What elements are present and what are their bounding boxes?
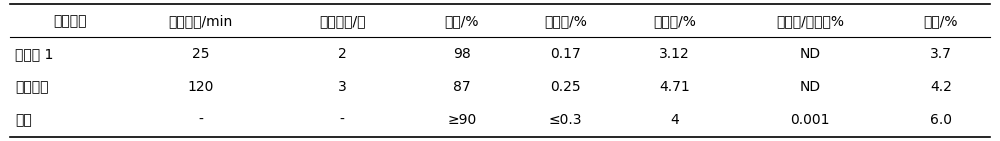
Text: 标准: 标准 <box>15 113 32 127</box>
Text: 实施例 1: 实施例 1 <box>15 47 53 61</box>
Text: 120: 120 <box>187 80 214 94</box>
Text: 87: 87 <box>453 80 471 94</box>
Text: 浸提方式: 浸提方式 <box>53 14 87 28</box>
Text: ≥90: ≥90 <box>447 113 477 127</box>
Text: 浸提时间/min: 浸提时间/min <box>168 14 233 28</box>
Text: 常规高温: 常规高温 <box>15 80 48 94</box>
Text: 3.12: 3.12 <box>659 47 690 61</box>
Text: 6.0: 6.0 <box>930 113 952 127</box>
Text: -: - <box>340 113 345 127</box>
Text: 总灰分/%: 总灰分/% <box>544 14 587 28</box>
Text: 98: 98 <box>453 47 471 61</box>
Text: 4.2: 4.2 <box>930 80 952 94</box>
Text: 4.71: 4.71 <box>659 80 690 94</box>
Text: 纯度/%: 纯度/% <box>445 14 479 28</box>
Text: 0.25: 0.25 <box>550 80 581 94</box>
Text: ≤0.3: ≤0.3 <box>549 113 582 127</box>
Text: ND: ND <box>800 47 821 61</box>
Text: 2: 2 <box>338 47 346 61</box>
Text: 3.7: 3.7 <box>930 47 952 61</box>
Text: 3: 3 <box>338 80 346 94</box>
Text: 浸提次数/次: 浸提次数/次 <box>319 14 365 28</box>
Text: -: - <box>198 113 203 127</box>
Text: 0.001: 0.001 <box>791 113 830 127</box>
Text: ND: ND <box>800 80 821 94</box>
Text: 重金属/以铅计%: 重金属/以铅计% <box>776 14 844 28</box>
Text: 25: 25 <box>192 47 209 61</box>
Text: 水分/%: 水分/% <box>924 14 958 28</box>
Text: 咖啡碱/%: 咖啡碱/% <box>653 14 696 28</box>
Text: 0.17: 0.17 <box>550 47 581 61</box>
Text: 4: 4 <box>670 113 679 127</box>
